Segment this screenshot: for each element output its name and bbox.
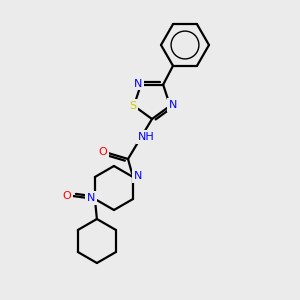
Text: NH: NH <box>138 132 154 142</box>
Text: S: S <box>129 101 137 111</box>
Text: O: O <box>62 191 71 201</box>
Text: N: N <box>87 193 95 203</box>
Text: N: N <box>134 171 142 181</box>
Text: N: N <box>134 79 142 88</box>
Text: N: N <box>169 100 177 110</box>
Text: O: O <box>99 147 107 157</box>
